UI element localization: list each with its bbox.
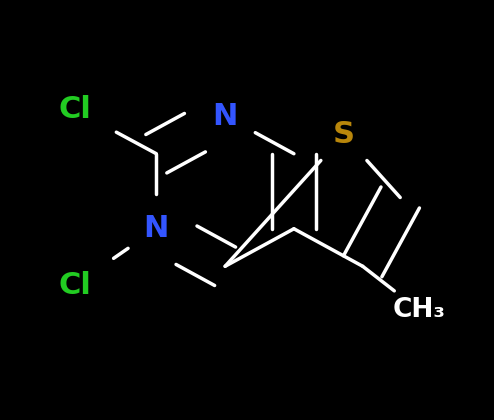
Text: N: N bbox=[144, 214, 169, 243]
Text: Cl: Cl bbox=[59, 95, 91, 124]
Text: S: S bbox=[333, 121, 355, 150]
Text: CH₃: CH₃ bbox=[393, 297, 446, 323]
Text: N: N bbox=[212, 102, 238, 131]
Text: Cl: Cl bbox=[59, 270, 91, 299]
